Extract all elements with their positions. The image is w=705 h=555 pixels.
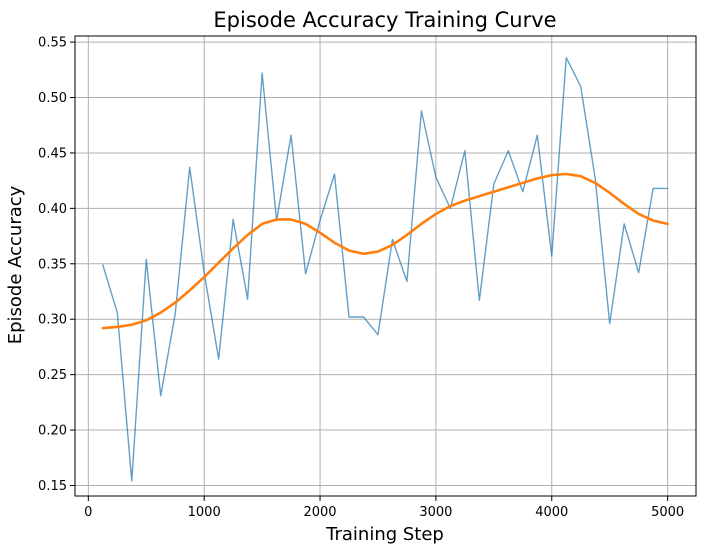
x-tick-label: 5000 [651, 505, 684, 520]
y-tick-label: 0.50 [38, 91, 67, 106]
y-tick-label: 0.15 [38, 479, 67, 494]
y-axis-title: Episode Accuracy [5, 185, 26, 344]
y-tick-label: 0.25 [38, 368, 67, 383]
series-layer [101, 56, 669, 482]
x-tick-label: 1000 [188, 505, 221, 520]
y-tick-label: 0.40 [38, 202, 67, 217]
y-ticks: 0.15 0.20 0.25 0.30 0.35 0.40 0.45 0.50 0.55 [38, 36, 75, 494]
x-axis-title: Training Step [325, 524, 444, 545]
x-tick-label: 0 [84, 505, 92, 520]
x-ticks: 0 1000 2000 3000 4000 5000 [84, 496, 684, 520]
grid [75, 36, 696, 496]
x-tick-label: 4000 [535, 505, 568, 520]
y-tick-label: 0.30 [38, 313, 67, 328]
y-tick-label: 0.20 [38, 424, 67, 439]
x-tick-label: 3000 [419, 505, 452, 520]
plot-frame [74, 35, 697, 497]
series-line-1 [102, 56, 669, 482]
y-tick-label: 0.45 [38, 146, 67, 161]
chart-title: Episode Accuracy Training Curve [213, 8, 556, 32]
y-tick-label: 0.55 [38, 36, 67, 51]
y-tick-label: 0.35 [38, 257, 67, 272]
x-tick-label: 2000 [303, 505, 336, 520]
series-line-2 [101, 172, 669, 330]
